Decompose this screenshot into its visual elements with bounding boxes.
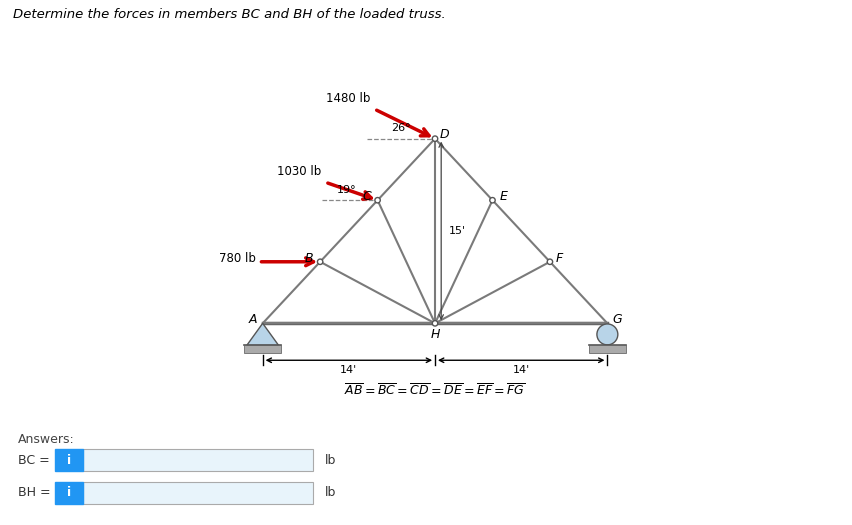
Circle shape [317, 259, 322, 265]
Text: BC =: BC = [18, 454, 49, 467]
Text: Answers:: Answers: [18, 433, 75, 446]
Text: E: E [499, 190, 507, 203]
Text: i: i [66, 487, 71, 499]
Bar [83, 482, 313, 504]
Text: 14': 14' [340, 364, 357, 374]
Circle shape [489, 197, 495, 203]
Bar [244, 345, 281, 353]
Bar [83, 449, 313, 471]
Text: H: H [430, 328, 439, 341]
Text: A: A [248, 313, 256, 326]
Text: lb: lb [325, 454, 336, 467]
Text: 1480 lb: 1480 lb [325, 92, 370, 106]
Text: G: G [612, 313, 621, 326]
Circle shape [547, 259, 552, 265]
Bar [55, 449, 83, 471]
Bar [588, 345, 625, 353]
Text: Determine the forces in members BC and BH of the loaded truss.: Determine the forces in members BC and B… [13, 8, 445, 21]
Bar [55, 482, 83, 504]
Text: C: C [362, 190, 371, 203]
Circle shape [596, 324, 617, 345]
Circle shape [374, 197, 380, 203]
Circle shape [432, 136, 437, 141]
Text: lb: lb [325, 487, 336, 499]
Text: 26°: 26° [391, 122, 411, 132]
Text: D: D [440, 129, 449, 141]
Polygon shape [246, 323, 279, 345]
Text: $\overline{AB} = \overline{BC} = \overline{CD} = \overline{DE} = \overline{EF} =: $\overline{AB} = \overline{BC} = \overli… [344, 383, 525, 399]
Text: i: i [66, 454, 71, 467]
Circle shape [432, 321, 437, 326]
Text: 19°: 19° [337, 185, 356, 195]
Text: 15': 15' [448, 226, 465, 236]
Text: 1030 lb: 1030 lb [277, 165, 321, 178]
Text: BH =: BH = [18, 487, 50, 499]
Text: 780 lb: 780 lb [219, 251, 256, 265]
Text: B: B [304, 251, 313, 265]
Text: F: F [556, 251, 562, 265]
Text: 14': 14' [512, 364, 529, 374]
